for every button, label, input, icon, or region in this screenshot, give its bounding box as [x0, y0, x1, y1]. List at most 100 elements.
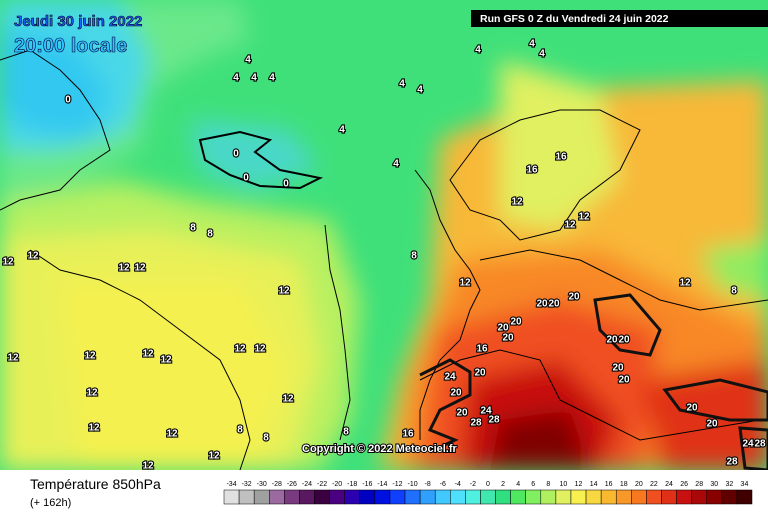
legend-subtitle: (+ 162h) — [30, 497, 71, 509]
contour-label: 12 — [679, 278, 691, 289]
scale-label: -26 — [287, 481, 297, 488]
scale-label: 4 — [516, 481, 520, 488]
contour-label: 0 — [283, 179, 289, 190]
contour-label: 12 — [578, 212, 590, 223]
scale-swatch — [525, 489, 542, 505]
contour-label: 24 — [480, 406, 492, 417]
contour-label: 12 — [2, 257, 14, 268]
contour-label: 12 — [166, 429, 178, 440]
contour-label: 16 — [555, 152, 567, 163]
scale-label: -10 — [408, 481, 418, 488]
scale-label: 34 — [741, 481, 749, 488]
contour-label: 20 — [548, 299, 560, 310]
scale-label: -34 — [226, 481, 236, 488]
contour-label: 12 — [564, 220, 576, 231]
contour-label: 24 — [444, 372, 456, 383]
scale-swatch — [344, 489, 361, 505]
scale-swatch — [615, 489, 632, 505]
scale-swatch — [329, 489, 345, 505]
contour-label: 20 — [497, 323, 509, 334]
contour-label: 12 — [88, 423, 100, 434]
contour-label: 8 — [207, 229, 213, 240]
scale-label: 0 — [486, 481, 490, 488]
scale-label: -16 — [362, 481, 372, 488]
contour-label: 20 — [706, 419, 718, 430]
scale-swatch — [374, 489, 391, 505]
contour-label: 20 — [474, 368, 486, 379]
scale-swatch — [465, 489, 481, 505]
contour-label: 16 — [402, 429, 414, 440]
contour-label: 12 — [84, 351, 96, 362]
scale-swatch — [631, 489, 647, 505]
scale-swatch — [299, 489, 315, 505]
copyright: Copyright © 2022 Meteociel.fr — [302, 443, 458, 455]
scale-label: 30 — [710, 481, 718, 488]
scale-label: -4 — [455, 481, 461, 488]
scale-label: -24 — [302, 481, 312, 488]
scale-swatch — [585, 489, 602, 505]
scale-label: -20 — [332, 481, 342, 488]
contour-label: 8 — [731, 286, 737, 297]
date: Jeudi 30 juin 2022 — [14, 13, 142, 30]
scale-label: 12 — [575, 481, 583, 488]
contour-label: 20 — [618, 375, 630, 386]
scale-label: -32 — [242, 481, 252, 488]
run-info: Run GFS 0 Z du Vendredi 24 juin 2022 — [480, 13, 669, 25]
contour-label: 4 — [417, 85, 423, 96]
contour-label: 0 — [233, 149, 239, 160]
contour-label: 8 — [343, 427, 349, 438]
contour-label: 12 — [86, 388, 98, 399]
contour-label: 20 — [502, 333, 514, 344]
scale-swatch — [314, 489, 330, 505]
scale-swatch — [510, 489, 526, 505]
contour-label: 4 — [529, 39, 535, 50]
scale-swatch — [540, 489, 557, 505]
boundaries — [419, 293, 768, 472]
scale-swatch — [404, 489, 421, 505]
scale-label: 8 — [546, 481, 550, 488]
scale-label: 16 — [605, 481, 613, 488]
scale-swatch — [555, 489, 572, 505]
contour-label: 8 — [190, 223, 196, 234]
contour-label: 28 — [488, 415, 500, 426]
contour-label: 12 — [459, 278, 471, 289]
contour-label: 20 — [456, 408, 468, 419]
contour-label: 12 — [254, 344, 266, 355]
contour-label: 8 — [263, 433, 269, 444]
scale-label: -12 — [392, 481, 402, 488]
contour-label: 4 — [233, 73, 239, 84]
contour-label: 12 — [208, 451, 220, 462]
time: 20:00 locale — [14, 35, 127, 57]
contour-label: 20 — [612, 363, 624, 374]
run-box — [471, 10, 768, 27]
scale-label: -14 — [377, 481, 387, 488]
scale-label: -6 — [440, 481, 446, 488]
contour-label: 12 — [142, 461, 154, 472]
scale-swatch — [434, 489, 451, 505]
scale-label: 18 — [620, 481, 628, 488]
scale-label: -28 — [272, 481, 282, 488]
contour-label: 12 — [142, 349, 154, 360]
scale-swatch — [676, 489, 692, 505]
scale-label: -22 — [317, 481, 327, 488]
contour-label: 12 — [118, 263, 130, 274]
scale-label: -8 — [425, 481, 431, 488]
legend-title: Température 850hPa — [30, 476, 161, 492]
scale-swatch — [646, 489, 662, 505]
contour-label: 12 — [160, 355, 172, 366]
scale-swatch — [570, 489, 587, 505]
contour-label: 12 — [282, 394, 294, 405]
contour-label: 20 — [568, 292, 580, 303]
contour-label: 12 — [278, 286, 290, 297]
contour-label: 16 — [476, 344, 488, 355]
scale-label: 2 — [501, 481, 505, 488]
contour-label: 20 — [686, 403, 698, 414]
coastlines — [0, 49, 768, 471]
scale-label: 28 — [695, 481, 703, 488]
contour-label: 4 — [269, 73, 275, 84]
contour-label: 8 — [237, 425, 243, 436]
scale-swatch — [661, 489, 677, 505]
